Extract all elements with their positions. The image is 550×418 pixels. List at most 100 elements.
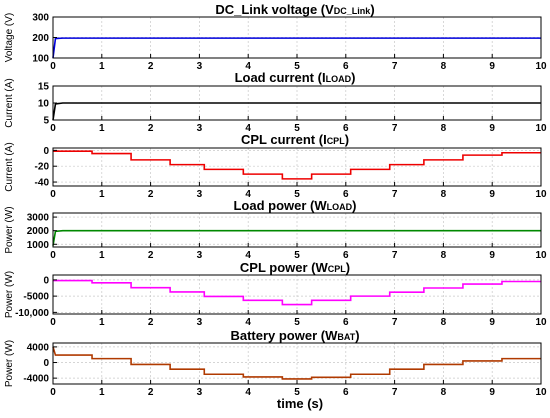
x-tick-label: 5 [294,250,300,261]
x-tick-label: 9 [489,61,495,72]
x-tick-label: 4 [245,387,251,398]
y-tick-label: 15 [38,82,50,93]
chart-title: CPL current (ICPL) [241,132,349,147]
y-tick-label: 5 [43,116,49,127]
y-tick-label: -5000 [23,292,49,303]
y-tick-label: -20 [35,162,50,173]
y-tick-label: -40 [35,178,50,189]
y-tick-label: 10 [38,99,50,110]
chart-title: CPL power (WCPL) [240,260,350,275]
x-tick-label: 2 [148,123,154,134]
x-tick-label: 10 [535,387,547,398]
x-tick-label: 6 [343,61,349,72]
x-tick-label: 4 [245,189,251,200]
chart-panel: DC_Link voltage (VDC_Link) 300 200 1000 1 2 3 4… [4,2,547,72]
x-tick-label: 7 [392,250,398,261]
chart-title: Load current (ILOAD) [235,70,356,85]
x-tick-label: 0 [50,123,56,134]
x-tick-label: 4 [245,317,251,328]
chart-title: Battery power (WBAT) [230,328,359,343]
x-tick-label: 1 [99,317,105,328]
x-tick-label: 9 [489,189,495,200]
x-tick-label: 9 [489,317,495,328]
x-axis-label: time (s) [277,396,323,411]
chart-title: DC_Link voltage (VDC_Link) [215,2,374,17]
x-tick-label: 8 [441,387,447,398]
x-tick-label: 5 [294,61,300,72]
x-tick-label: 4 [245,61,251,72]
x-tick-label: 6 [343,189,349,200]
x-tick-label: 5 [294,317,300,328]
series-line [52,37,541,59]
chart-panel: CPL current (ICPL)0-20-400 1 2 3 4 5 6 7 8 9 10Cur… [4,132,547,200]
y-tick-label: 3000 [27,213,50,224]
y-tick-label: 2000 [27,226,50,237]
x-tick-label: 4 [245,123,251,134]
y-tick-label: 1000 [27,240,50,251]
y-tick-label: 100 [32,54,49,65]
y-tick-label: 0 [43,146,49,157]
x-tick-label: 2 [148,189,154,200]
x-tick-label: 3 [197,317,203,328]
x-tick-label: 10 [535,123,547,134]
x-tick-label: 10 [535,61,547,72]
x-tick-label: 8 [441,250,447,261]
x-tick-label: 7 [392,387,398,398]
x-tick-label: 2 [148,317,154,328]
series-line [52,102,541,121]
x-tick-label: 10 [535,189,547,200]
y-axis-label: Voltage (V) [4,13,15,62]
x-tick-label: 1 [99,61,105,72]
chart-title: Load power (WLOAD) [233,198,356,213]
x-tick-label: 7 [392,61,398,72]
x-tick-label: 0 [50,250,56,261]
x-tick-label: 1 [99,189,105,200]
x-tick-label: 1 [99,250,105,261]
y-axis-label: Power (W) [4,340,15,387]
x-tick-label: 6 [343,123,349,134]
y-axis-label: Power (W) [4,271,15,318]
x-tick-label: 0 [50,189,56,200]
x-tick-label: 3 [197,387,203,398]
x-tick-label: 2 [148,387,154,398]
x-tick-label: 4 [245,250,251,261]
y-axis-label: Power (W) [4,206,15,253]
x-tick-label: 2 [148,61,154,72]
x-tick-label: 0 [50,317,56,328]
x-tick-label: 9 [489,387,495,398]
y-axis-label: Current (A) [4,142,15,191]
x-tick-label: 2 [148,250,154,261]
y-tick-label: 4000 [27,342,50,353]
x-tick-label: 3 [197,189,203,200]
x-tick-label: 6 [343,250,349,261]
x-tick-label: 10 [535,317,547,328]
series-line [52,346,541,380]
x-tick-label: 0 [50,61,56,72]
x-tick-label: 3 [197,61,203,72]
x-tick-label: 7 [392,317,398,328]
series-line [53,279,541,306]
x-tick-label: 6 [343,317,349,328]
x-tick-label: 1 [99,387,105,398]
y-tick-label: -4000 [23,374,49,385]
y-tick-label: 200 [32,33,49,44]
x-tick-label: 7 [392,123,398,134]
series-line [52,229,541,246]
x-tick-label: 0 [50,387,56,398]
x-tick-label: 8 [441,317,447,328]
series-line [53,150,541,180]
x-tick-label: 8 [441,61,447,72]
x-tick-label: 3 [197,250,203,261]
y-tick-label: 0 [43,275,49,286]
x-tick-label: 9 [489,123,495,134]
x-tick-label: 5 [294,189,300,200]
y-tick-label: 300 [32,13,49,24]
y-tick-label: -10,000 [15,308,49,319]
y-axis-label: Current (A) [4,78,15,127]
y-tick-label: 0 [43,358,49,369]
